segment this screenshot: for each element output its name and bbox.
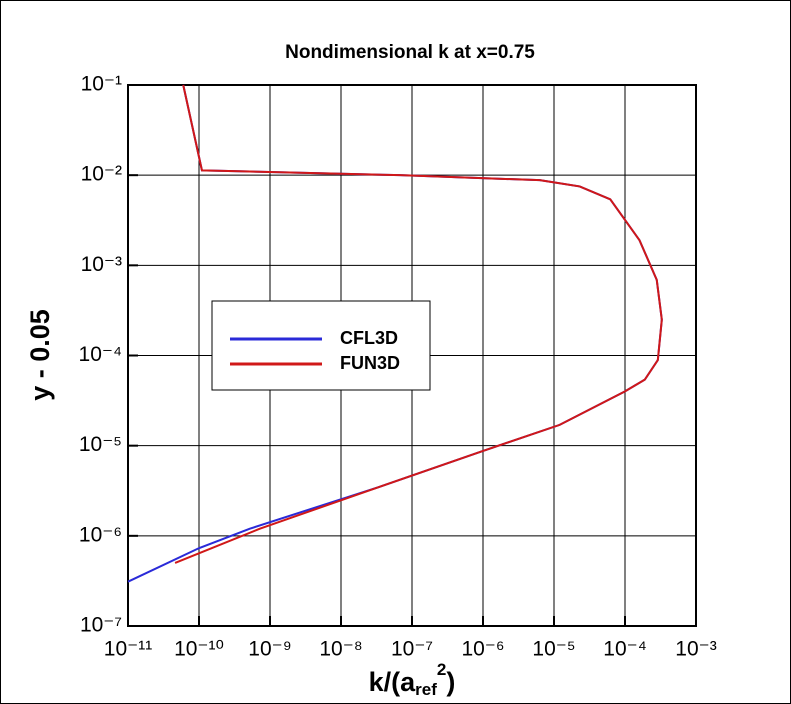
x-tick-label: 10⁻⁹ <box>248 638 291 661</box>
x-axis-label: k/(aref2) <box>369 660 456 699</box>
x-axis-label-part: ) <box>446 667 455 697</box>
x-tick-label: 10⁻¹¹ <box>104 638 152 661</box>
y-tick-label: 10⁻¹ <box>81 73 122 96</box>
x-tick-label: 10⁻⁸ <box>319 638 362 661</box>
legend: CFL3D FUN3D <box>211 300 431 391</box>
x-axis-label-part: 2 <box>437 660 446 679</box>
x-tick-label: 10⁻³ <box>675 638 716 661</box>
legend-label: CFL3D <box>340 328 398 348</box>
x-tick-label: 10⁻⁴ <box>603 638 646 661</box>
plot-frame <box>127 84 697 627</box>
y-tick-label: 10⁻⁷ <box>80 614 122 637</box>
x-tick-label: 10⁻¹⁰ <box>174 638 224 661</box>
x-axis-label-part: ref <box>415 680 437 699</box>
y-tick-label: 10⁻² <box>81 163 122 186</box>
x-tick-label: 10⁻⁵ <box>532 638 575 661</box>
x-tick-label: 10⁻⁶ <box>461 638 504 661</box>
x-axis-label-part: k/(a <box>369 667 417 697</box>
y-tick-label: 10⁻³ <box>81 253 122 276</box>
y-tick-label: 10⁻⁵ <box>79 433 122 456</box>
y-tick-label: 10⁻⁴ <box>79 343 122 366</box>
y-tick-label: 10⁻⁶ <box>79 523 122 546</box>
legend-box <box>211 300 431 391</box>
y-axis-label: y - 0.05 <box>25 309 55 401</box>
x-tick-label: 10⁻⁷ <box>391 638 433 661</box>
series-line <box>174 84 663 564</box>
legend-label: FUN3D <box>340 353 400 373</box>
chart-title: Nondimensional k at x=0.75 <box>285 42 535 63</box>
